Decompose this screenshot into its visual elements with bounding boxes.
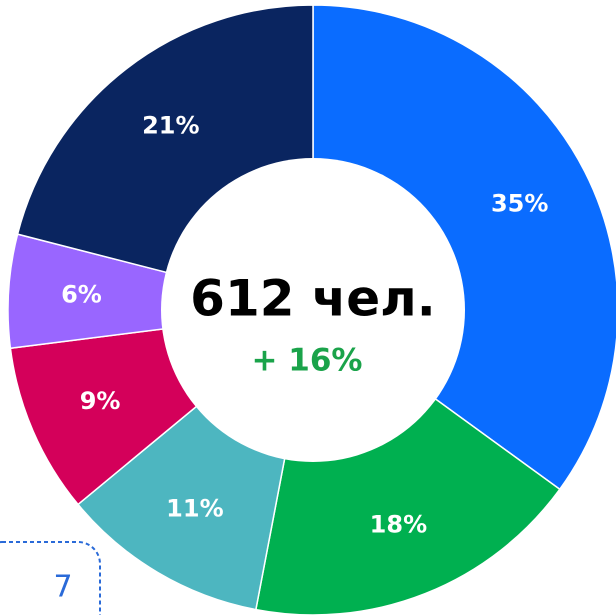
donut-hole — [161, 158, 465, 462]
value-label: 11% — [166, 495, 223, 523]
value-label: 18% — [370, 511, 427, 539]
slice — [312, 4, 616, 491]
badge: 7 — [53, 570, 72, 605]
value-label: 9% — [80, 387, 121, 415]
badge-box — [0, 541, 101, 615]
value-label: 21% — [142, 112, 199, 140]
center-sublabel: + 16% — [252, 343, 363, 379]
value-label: 35% — [491, 190, 548, 218]
center-label: 612 чел. — [190, 270, 436, 328]
value-label: 6% — [61, 280, 102, 308]
